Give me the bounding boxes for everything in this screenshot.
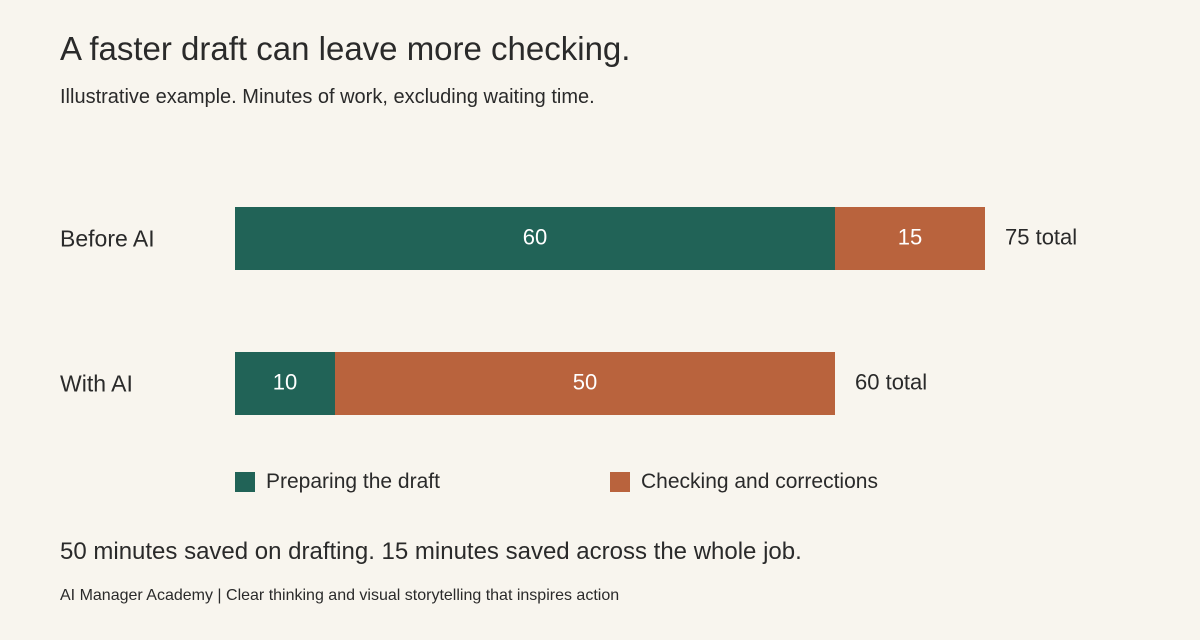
- legend-label-preparing: Preparing the draft: [266, 470, 440, 493]
- bar-segment-before-ai-checking-and-corrections: [835, 207, 985, 270]
- takeaway-text: 50 minutes saved on drafting. 15 minutes…: [60, 538, 802, 565]
- segment-value-label-with-ai-preparing-the-draft: 10: [273, 369, 297, 394]
- stacked-bar-chart: Before AI 60 15 75 total With AI 10 50 60 total: [60, 207, 1077, 415]
- total-label-with-ai: 60 total: [855, 369, 927, 394]
- segment-value-label-before-ai-preparing-the-draft: 60: [523, 224, 547, 249]
- category-label-before-ai: Before AI: [60, 226, 155, 252]
- category-label-with-ai: With AI: [60, 371, 133, 397]
- segment-value-label-with-ai-checking-and-corrections: 50: [573, 369, 597, 394]
- chart-legend: Preparing the draft Checking and correct…: [0, 470, 1200, 496]
- legend-label-checking: Checking and corrections: [641, 470, 878, 493]
- legend-item-checking: Checking and corrections: [610, 470, 878, 494]
- bar-segment-before-ai-preparing-the-draft: [235, 207, 835, 270]
- bar-segment-with-ai-preparing-the-draft: [235, 352, 335, 415]
- chart-subtitle: Illustrative example. Minutes of work, e…: [60, 86, 595, 108]
- bar-segment-with-ai-checking-and-corrections: [335, 352, 835, 415]
- legend-swatch-checking: [610, 472, 630, 492]
- chart-title: A faster draft can leave more checking.: [60, 30, 631, 67]
- footer-credit: AI Manager Academy | Clear thinking and …: [60, 587, 620, 604]
- segment-value-label-before-ai-checking-and-corrections: 15: [898, 224, 922, 249]
- total-label-before-ai: 75 total: [1005, 224, 1077, 249]
- legend-item-preparing: Preparing the draft: [235, 470, 440, 494]
- legend-swatch-preparing: [235, 472, 255, 492]
